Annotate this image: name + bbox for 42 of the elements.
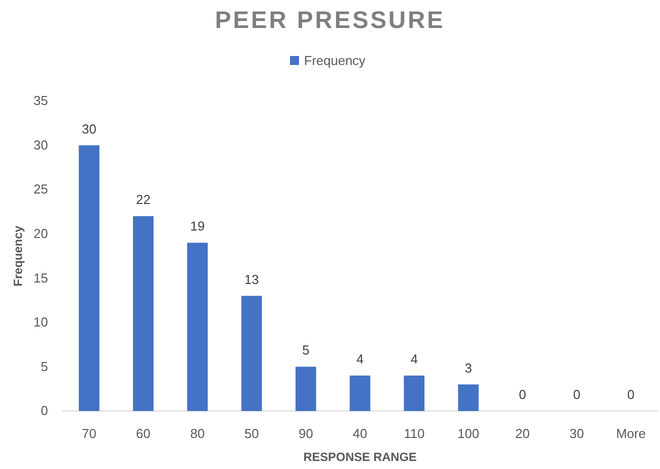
x-tick-label: 70 [82, 426, 96, 442]
x-tick-label: 110 [404, 426, 425, 442]
bar [78, 145, 100, 411]
x-tick-label: 30 [569, 426, 584, 442]
y-axis-title: Frequency [11, 225, 25, 286]
y-tick-label: 10 [34, 314, 48, 330]
bar [350, 376, 370, 411]
x-tick-label: 20 [515, 426, 530, 442]
data-label: 0 [573, 387, 580, 402]
y-tick-label: 0 [40, 403, 48, 418]
data-label: 0 [518, 387, 526, 402]
bar [458, 384, 479, 411]
y-tick-label: 35 [34, 93, 48, 108]
legend-label: Frequency [304, 53, 366, 68]
x-tick-label: 50 [244, 426, 259, 442]
bar [132, 216, 154, 411]
bar [404, 376, 424, 411]
data-label: 4 [410, 352, 418, 367]
chart-title: PEER PRESSURE [214, 7, 446, 34]
data-label: 13 [244, 272, 259, 287]
x-tick-label: 80 [190, 426, 205, 442]
data-label: 19 [190, 218, 205, 234]
data-label: 22 [136, 192, 151, 208]
x-tick-label: 90 [298, 426, 314, 442]
data-label: 4 [356, 352, 364, 367]
x-tick-label: 40 [352, 426, 368, 442]
bar [241, 296, 262, 411]
data-label: 30 [82, 121, 96, 136]
data-label: 5 [302, 342, 310, 358]
x-tick-label: More [616, 426, 646, 442]
data-label: 3 [464, 360, 472, 376]
y-tick-label: 20 [34, 226, 48, 242]
bar [187, 242, 208, 411]
x-tick-label: 60 [136, 426, 151, 442]
x-axis-title: RESPONSE RANGE [303, 450, 417, 464]
x-tick-label: 100 [458, 426, 480, 442]
y-tick-label: 5 [40, 358, 48, 374]
y-tick-label: 25 [34, 182, 48, 197]
y-tick-label: 15 [34, 270, 48, 286]
bar [296, 366, 316, 411]
y-tick-label: 30 [34, 137, 48, 152]
data-label: 0 [627, 387, 635, 402]
